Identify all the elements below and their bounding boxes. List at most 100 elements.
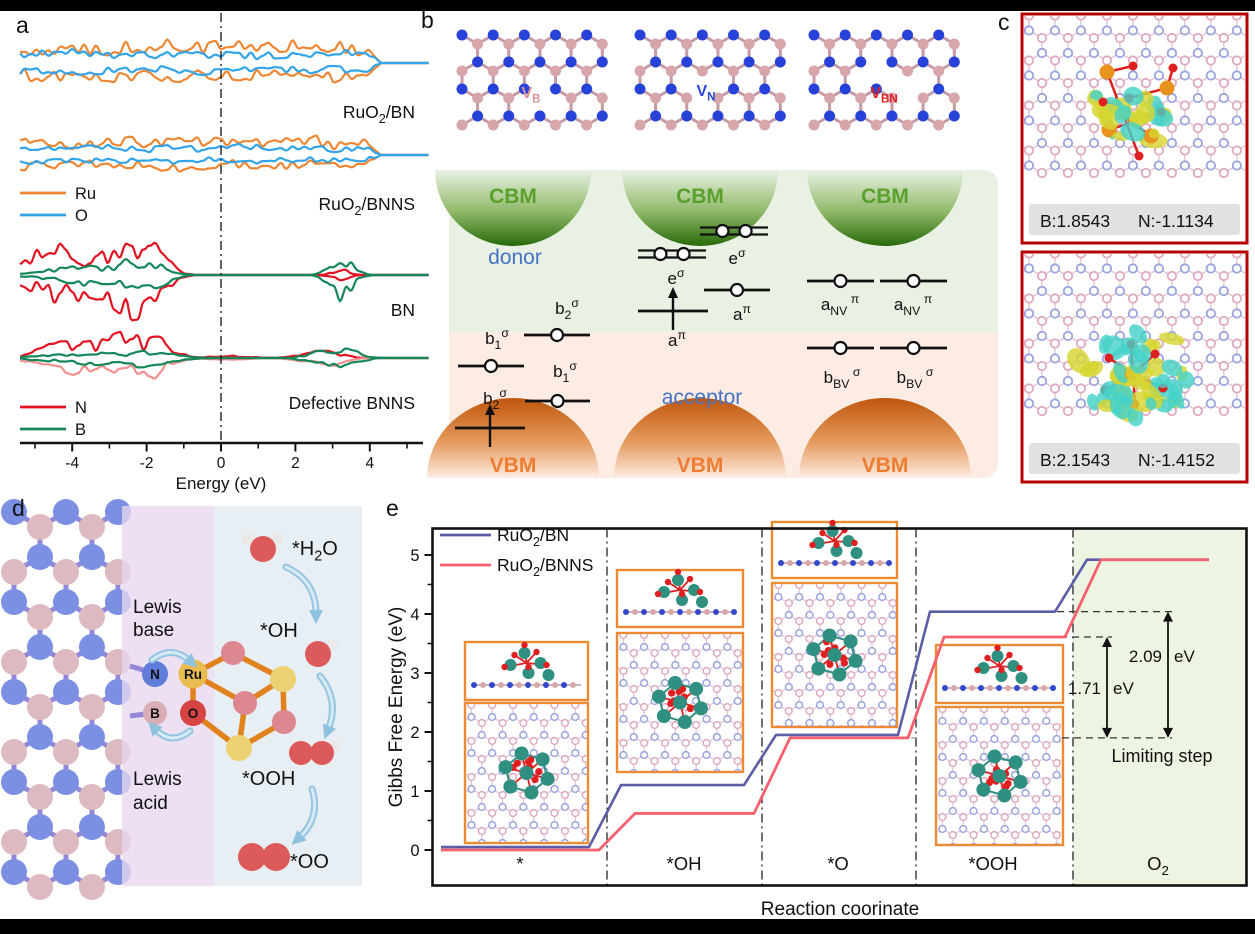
legend-label: N	[75, 399, 87, 417]
orbital-label: eσ	[728, 246, 745, 268]
lattice-atom	[1153, 263, 1164, 274]
lattice-atom	[508, 736, 518, 746]
y-tick-label: 3	[410, 665, 419, 683]
lattice-atom	[634, 65, 646, 77]
lattice-atom	[1049, 254, 1061, 259]
lattice-atom	[745, 704, 752, 711]
lattice-atom	[52, 589, 79, 615]
y-axis-title: Gibbs Free Energy (eV)	[386, 607, 407, 808]
dos-group-1	[19, 134, 429, 173]
lattice-bond	[903, 579, 913, 585]
ru-atom	[806, 642, 821, 657]
lattice-atom	[1231, 25, 1242, 36]
sheet-atom	[677, 609, 683, 615]
lattice-atom	[723, 738, 732, 748]
lattice-atom	[503, 56, 515, 68]
lattice-atom	[519, 826, 528, 836]
lattice-atom	[1218, 32, 1229, 44]
lattice-atom	[571, 784, 580, 794]
lattice-atom	[1218, 270, 1229, 282]
lattice-bond	[903, 597, 913, 603]
lattice-atom	[765, 720, 772, 727]
level-hole	[483, 358, 499, 374]
lattice-atom	[1052, 758, 1061, 768]
lattice-atom	[755, 734, 762, 741]
lattice-atom	[784, 646, 793, 656]
lattice-atom	[619, 750, 628, 760]
lattice-atom	[1192, 122, 1203, 134]
lattice-atom	[691, 720, 701, 730]
lattice-atom	[619, 666, 628, 676]
lattice-atom	[839, 29, 851, 41]
lattice-atom	[665, 119, 677, 131]
lattice-atom	[640, 738, 649, 748]
lattice-atom	[815, 616, 825, 626]
lattice-atom	[1101, 16, 1113, 21]
lattice-atom	[1140, 315, 1152, 327]
lattice-atom	[610, 698, 617, 705]
vacancy-label: VB	[522, 85, 541, 105]
x-tick-label: -2	[140, 455, 154, 472]
lattice-atom	[1062, 330, 1074, 342]
sheet-atom	[832, 560, 838, 566]
vbm-band	[799, 398, 971, 478]
o-atom	[1104, 353, 1114, 363]
lattice-atom	[581, 826, 587, 836]
lattice-atom	[1, 499, 27, 525]
lattice-atom	[1, 589, 27, 615]
lewis-pair-band	[122, 506, 214, 886]
lattice-atom	[826, 610, 835, 620]
lattice-atom	[888, 634, 896, 644]
lattice-atom	[1024, 308, 1035, 319]
lattice-atom	[1062, 405, 1074, 417]
lattice-atom	[1179, 115, 1190, 126]
vacancy-lattice	[456, 29, 608, 131]
lattice-atom	[979, 752, 989, 762]
lattice-atom	[1024, 263, 1035, 274]
lattice-atom	[467, 784, 476, 794]
charge-depletion-blob	[1145, 397, 1157, 411]
lattice-atom	[78, 544, 105, 570]
lattice-atom	[836, 592, 845, 602]
sheet-atom	[489, 682, 495, 688]
lattice-atom	[660, 666, 670, 676]
lattice-atom	[1127, 263, 1139, 274]
lattice-atom	[1062, 137, 1074, 149]
ru-atom	[676, 594, 688, 606]
lattice-atom	[488, 704, 497, 710]
lattice-atom	[1075, 16, 1087, 21]
lattice-atom	[826, 718, 835, 726]
lattice-atom	[634, 119, 646, 131]
lattice-atom	[565, 92, 577, 104]
lattice-atom	[1042, 708, 1051, 714]
lattice-atom	[1192, 285, 1203, 297]
o-atom	[654, 590, 662, 598]
lattice-atom	[878, 688, 887, 698]
o-atom	[678, 590, 686, 598]
lattice-atom	[1, 829, 27, 855]
lattice-atom	[498, 730, 507, 740]
orbital-label: bBV σ	[897, 365, 934, 391]
lattice-atom	[1114, 32, 1126, 44]
o-atom	[998, 666, 1005, 674]
lattice-atom	[593, 714, 600, 721]
delta-g-arrow-big-head	[1163, 727, 1173, 738]
lattice-atom	[78, 634, 105, 660]
lattice-atom	[795, 652, 804, 662]
lattice-atom	[1024, 160, 1035, 171]
lattice-atom	[765, 636, 772, 643]
lattice-bond	[748, 719, 758, 725]
lattice-atom	[26, 814, 53, 840]
lattice-atom	[969, 722, 978, 732]
lattice-atom	[596, 38, 608, 50]
reaction-step-label: *O	[827, 853, 849, 874]
lattice-atom	[784, 598, 793, 608]
level-hole	[715, 223, 730, 239]
lattice-atom	[1114, 47, 1126, 59]
legend-label: O	[75, 207, 88, 225]
lattice-atom	[774, 616, 783, 626]
lattice-atom	[550, 65, 562, 77]
lattice-atom	[839, 119, 851, 131]
